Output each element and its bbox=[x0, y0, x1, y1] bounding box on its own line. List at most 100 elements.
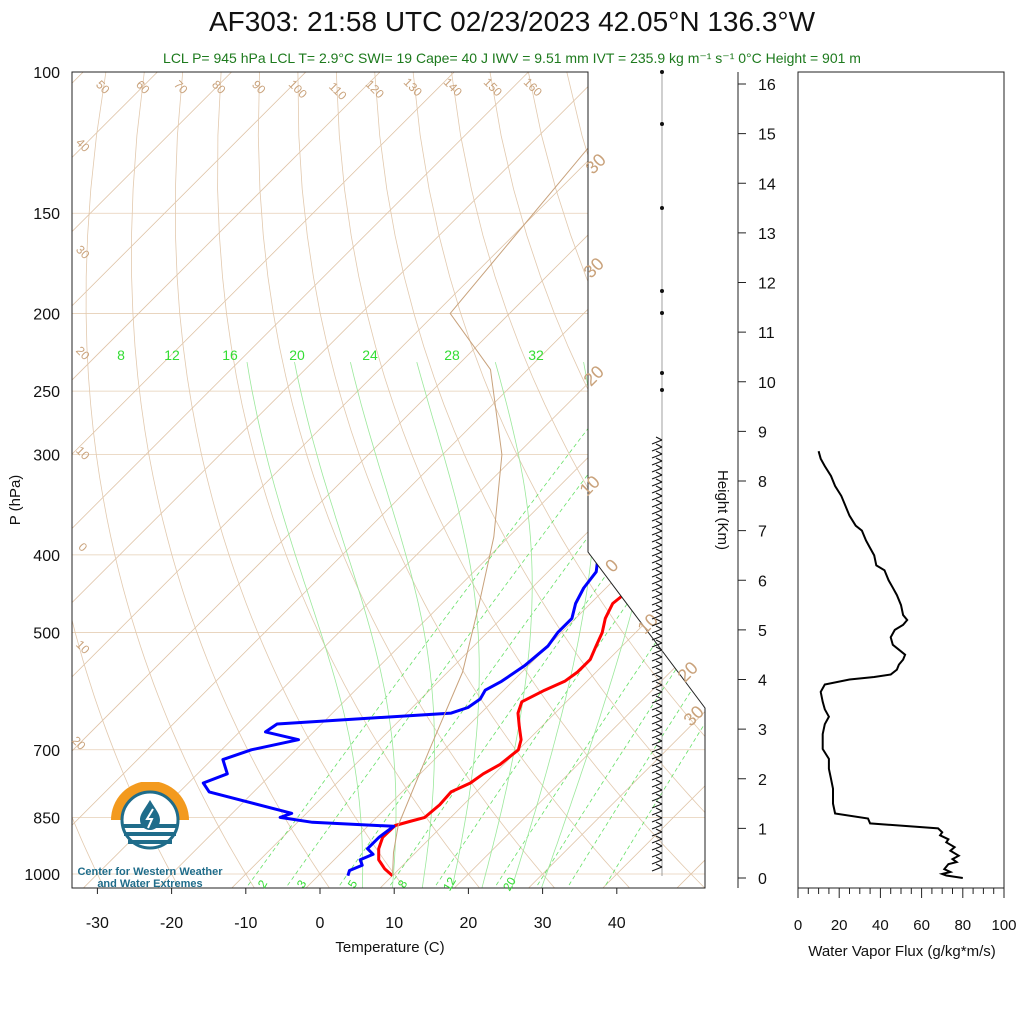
sounding-stats: LCL P= 945 hPa LCL T= 2.9°C SWI= 19 Cape… bbox=[163, 50, 861, 66]
dry-adiabat-line bbox=[257, 72, 572, 888]
isotherm-label: 110 bbox=[326, 79, 350, 103]
isotherm-line bbox=[72, 72, 640, 888]
wind-barb bbox=[655, 674, 663, 679]
isotherm-label: 10 bbox=[73, 637, 93, 657]
height-tick-label: 15 bbox=[758, 127, 776, 144]
wind-barb bbox=[655, 842, 663, 847]
isotherm-line bbox=[72, 72, 566, 888]
wind-barb bbox=[651, 831, 663, 837]
wind-barb bbox=[651, 635, 663, 641]
isotherm-line bbox=[509, 72, 705, 888]
wind-barb bbox=[655, 772, 663, 777]
wind-point bbox=[660, 371, 664, 375]
isotherm-label: 120 bbox=[363, 77, 387, 101]
isotherm-line bbox=[360, 72, 705, 888]
wind-barb bbox=[655, 541, 663, 546]
wind-point bbox=[660, 206, 664, 210]
flux-tick-label: 20 bbox=[831, 917, 848, 934]
wind-barb bbox=[651, 516, 663, 522]
wind-barb bbox=[651, 614, 663, 620]
wind-barb bbox=[655, 639, 663, 644]
wind-barb bbox=[651, 565, 663, 571]
wind-barb bbox=[651, 509, 663, 515]
wind-barb bbox=[651, 481, 663, 487]
mixing-ratio-line bbox=[533, 361, 705, 888]
wind-barb bbox=[651, 579, 663, 585]
wind-barb bbox=[655, 443, 663, 448]
temperature-tick-label: 20 bbox=[460, 915, 478, 932]
wind-barb bbox=[655, 849, 663, 854]
wind-barb bbox=[655, 863, 663, 868]
dry-adiabat-line bbox=[451, 72, 705, 888]
dry-adiabat-line bbox=[85, 72, 267, 888]
wind-barb bbox=[651, 607, 663, 613]
mixing-ratio-line bbox=[283, 361, 673, 888]
wind-barb bbox=[651, 523, 663, 529]
wind-barb bbox=[651, 733, 663, 739]
height-tick-label: 14 bbox=[758, 176, 776, 193]
wind-point bbox=[660, 122, 664, 126]
isotherm-line bbox=[72, 72, 705, 888]
isotherm-line bbox=[72, 72, 705, 888]
isotherm-line bbox=[72, 72, 343, 888]
series-water-vapor-flux-line bbox=[817, 450, 963, 879]
wind-barb bbox=[651, 698, 663, 704]
isotherm-label: 100 bbox=[286, 77, 310, 101]
wind-barb bbox=[655, 611, 663, 616]
wind-barb bbox=[655, 583, 663, 588]
wind-barb bbox=[655, 688, 663, 693]
wind-barb bbox=[655, 751, 663, 756]
temperature-tick-label: -30 bbox=[86, 915, 109, 932]
isotherm-label: 50 bbox=[93, 77, 113, 97]
isotherm-line bbox=[583, 72, 705, 888]
isotherm-line bbox=[72, 72, 705, 888]
wind-barb bbox=[651, 446, 663, 452]
moist-adiabat-label: 20 bbox=[289, 347, 305, 363]
wind-barb bbox=[651, 747, 663, 753]
wind-barb bbox=[655, 520, 663, 525]
wind-barb bbox=[651, 824, 663, 830]
isotherm-line bbox=[72, 72, 492, 888]
height-tick-label: 16 bbox=[758, 77, 776, 94]
wind-barb bbox=[655, 723, 663, 728]
temperature-tick-label: -20 bbox=[160, 915, 183, 932]
flux-tick-label: 100 bbox=[991, 917, 1016, 934]
height-tick-label: 4 bbox=[758, 673, 767, 690]
wind-barb bbox=[655, 821, 663, 826]
wind-barb bbox=[651, 467, 663, 473]
wind-barb bbox=[655, 835, 663, 840]
moist-adiabat-label: 28 bbox=[444, 347, 460, 363]
wind-barb bbox=[655, 814, 663, 819]
wind-barb bbox=[651, 803, 663, 809]
wind-barb bbox=[655, 653, 663, 658]
isotherm-label: 70 bbox=[171, 77, 191, 97]
wind-barb bbox=[655, 590, 663, 595]
moist-adiabat-line bbox=[416, 361, 480, 888]
wind-barb bbox=[655, 506, 663, 511]
chart-title: AF303: 21:58 UTC 02/23/2023 42.05°N 136.… bbox=[208, 6, 816, 37]
wind-barb bbox=[655, 625, 663, 630]
flux-tick-label: 40 bbox=[872, 917, 889, 934]
wind-barb bbox=[655, 716, 663, 721]
dry-adiabat-line bbox=[217, 72, 496, 888]
height-tick-label: 3 bbox=[758, 722, 767, 739]
wind-barb bbox=[655, 618, 663, 623]
wind-barb bbox=[655, 646, 663, 651]
wind-barb bbox=[655, 786, 663, 791]
isotherm-line bbox=[72, 72, 195, 888]
wind-barb bbox=[651, 656, 663, 662]
temperature-axis-title: Temperature (C) bbox=[335, 939, 444, 956]
temperature-tick-label: 40 bbox=[608, 915, 626, 932]
wind-barb bbox=[651, 453, 663, 459]
isotherm-label: 90 bbox=[249, 77, 269, 97]
wind-barb bbox=[655, 499, 663, 504]
pressure-tick-label: 100 bbox=[33, 65, 60, 82]
dry-adiabat-line bbox=[174, 72, 420, 888]
pressure-tick-label: 150 bbox=[33, 206, 60, 223]
wind-barb bbox=[655, 709, 663, 714]
isotherm-line bbox=[138, 72, 705, 888]
wind-barb bbox=[651, 572, 663, 578]
wind-barb bbox=[651, 649, 663, 655]
isotherm-label: 20 bbox=[580, 362, 608, 390]
